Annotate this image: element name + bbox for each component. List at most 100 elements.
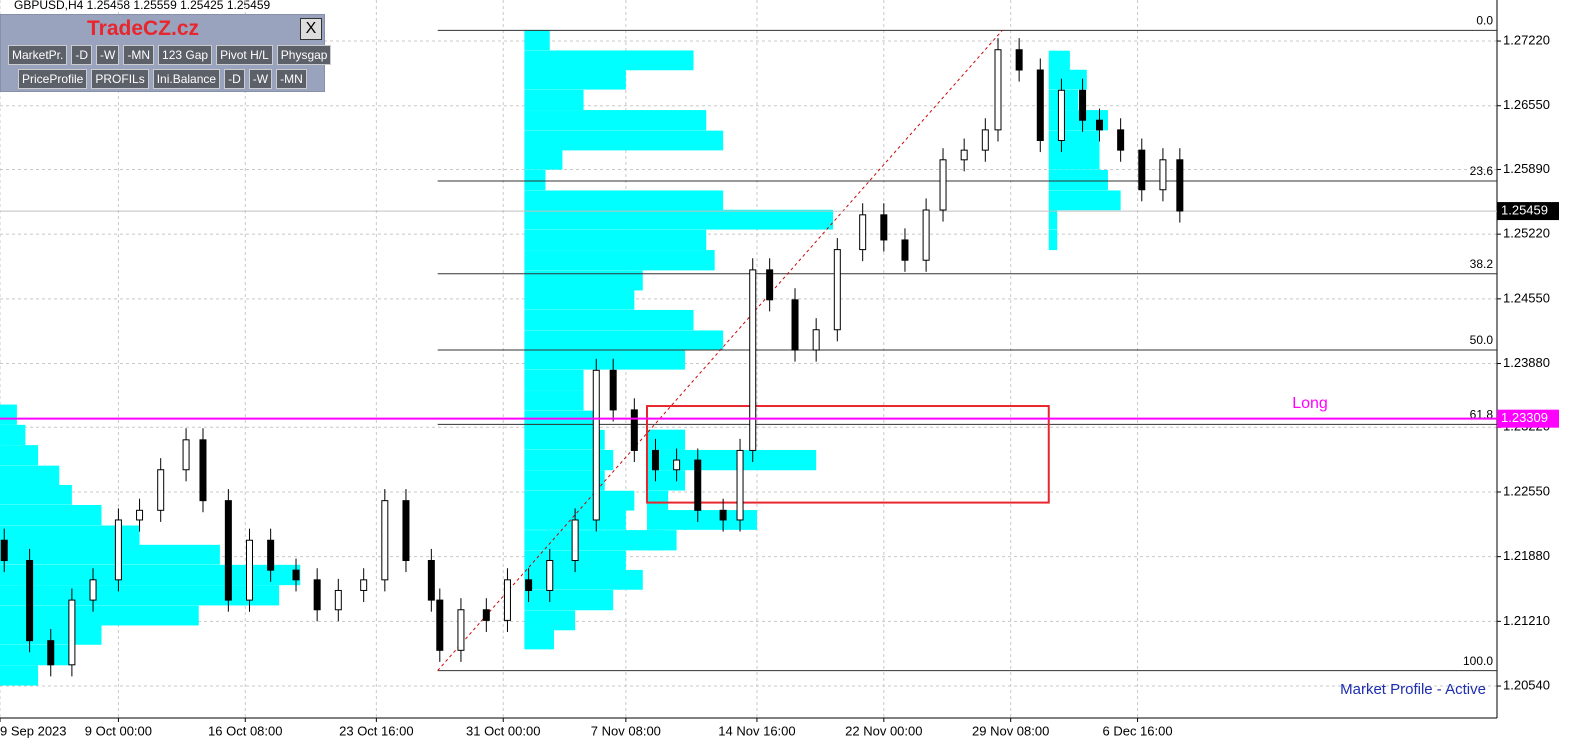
panel-button[interactable]: PriceProfile [18, 69, 88, 89]
panel-button[interactable]: -W [248, 69, 273, 89]
profile-bar [524, 610, 576, 631]
candle-body [182, 439, 190, 471]
candle-body [0, 539, 8, 562]
panel-button[interactable]: -MN [123, 45, 155, 65]
fib-label: 38.2 [1470, 257, 1494, 271]
profile-bar [524, 530, 664, 551]
profile-bar [524, 110, 707, 131]
y-tick-label: 1.27220 [1503, 32, 1550, 47]
profile-bar [1048, 169, 1108, 191]
price-box [1497, 202, 1559, 221]
candle-body [457, 609, 465, 651]
profile-bar [524, 209, 834, 230]
profile-bar [0, 645, 72, 666]
panel-button[interactable]: Ini.Balance [152, 69, 221, 89]
y-tick-label: 1.22550 [1503, 483, 1550, 498]
y-tick-label: 1.20540 [1503, 677, 1550, 692]
candle-body [859, 214, 867, 251]
profile-bar [524, 289, 635, 310]
profile-bar [524, 250, 715, 271]
x-tick-label: 22 Nov 00:00 [845, 723, 922, 738]
profile-bar [524, 490, 635, 511]
profile-bar [0, 525, 140, 546]
candle-body [47, 640, 55, 666]
profile-bar [524, 410, 597, 431]
fib-label: 23.6 [1470, 164, 1494, 178]
profile-bar [0, 404, 17, 425]
candle-body [1036, 69, 1044, 141]
candle-body [651, 449, 659, 471]
profile-bar [0, 665, 39, 686]
panel-button[interactable]: PROFILs [91, 69, 149, 89]
profile-bar [0, 564, 301, 586]
panel-button[interactable]: Pivot H/L [216, 45, 273, 65]
candle-body [791, 299, 799, 351]
profile-bar [647, 490, 669, 511]
close-button[interactable]: X [300, 18, 322, 40]
panel-button[interactable]: MarketPr. [8, 45, 68, 65]
candle-body [1159, 159, 1167, 191]
x-tick-label: 6 Dec 16:00 [1102, 723, 1172, 738]
profile-bar [524, 270, 643, 291]
panel-button[interactable]: 123 Gap [158, 45, 213, 65]
candle-body [292, 569, 300, 581]
candle-body [525, 579, 533, 591]
profile-bar [524, 349, 686, 370]
panel-button[interactable]: -MN [276, 69, 307, 89]
candle-body [246, 539, 253, 601]
candle-body [960, 149, 968, 161]
profile-bar [524, 130, 724, 151]
long-text: Long [1292, 395, 1328, 412]
candle-body [630, 409, 638, 451]
profile-bar [524, 29, 550, 51]
x-tick-label: 7 Nov 08:00 [591, 723, 661, 738]
profile-bar [524, 330, 724, 351]
candle-body [1015, 49, 1023, 71]
x-tick-label: 9 Sep 2023 [0, 723, 67, 738]
candle-body [482, 609, 490, 621]
candle-body [267, 539, 275, 571]
long-box [1497, 409, 1559, 428]
x-tick-label: 9 Oct 00:00 [85, 723, 152, 738]
profile-bar [1048, 50, 1070, 71]
candle-body [609, 369, 617, 411]
candle-body [812, 329, 820, 351]
profile-bar [1048, 229, 1058, 251]
candle-body [199, 439, 207, 502]
candle-body [1095, 119, 1103, 131]
profile-bar [524, 470, 605, 491]
long-price: 1.23309 [1501, 410, 1548, 425]
profile-bar [524, 149, 563, 170]
panel-button[interactable]: Physgap [276, 45, 332, 65]
x-tick-label: 16 Oct 08:00 [208, 723, 282, 738]
candle-body [503, 579, 511, 621]
candle-body [901, 239, 909, 261]
candle-body [749, 269, 757, 451]
toolbar-panel: TradeCZ.cz X MarketPr. -D -W -MN 123 Gap Pivo… [0, 14, 332, 92]
profile-bar [1048, 69, 1087, 90]
profile-bar [647, 449, 817, 471]
candle-body [224, 500, 232, 601]
candle-body [427, 560, 435, 601]
candle-body [157, 469, 165, 511]
profile-bar [0, 544, 220, 565]
fib-label: 50.0 [1470, 333, 1494, 347]
panel-title: TradeCZ.cz [87, 17, 200, 40]
candle-body [922, 209, 930, 261]
profile-bar [647, 510, 757, 530]
candle-body [313, 579, 321, 611]
profile-bar [647, 530, 677, 551]
annotation: Market Profile - Active [1340, 681, 1486, 698]
panel-button[interactable]: -W [96, 45, 120, 65]
candle-body [334, 589, 342, 611]
fib-label: 100.0 [1463, 654, 1493, 668]
candle-body [1138, 149, 1146, 191]
profile-bar [524, 50, 694, 71]
panel-button[interactable]: -D [71, 45, 93, 65]
profile-bar [0, 504, 102, 526]
candle-body [673, 459, 681, 471]
candle-body [136, 509, 144, 521]
candle-body [833, 249, 841, 331]
panel-button[interactable]: -D [224, 69, 245, 89]
